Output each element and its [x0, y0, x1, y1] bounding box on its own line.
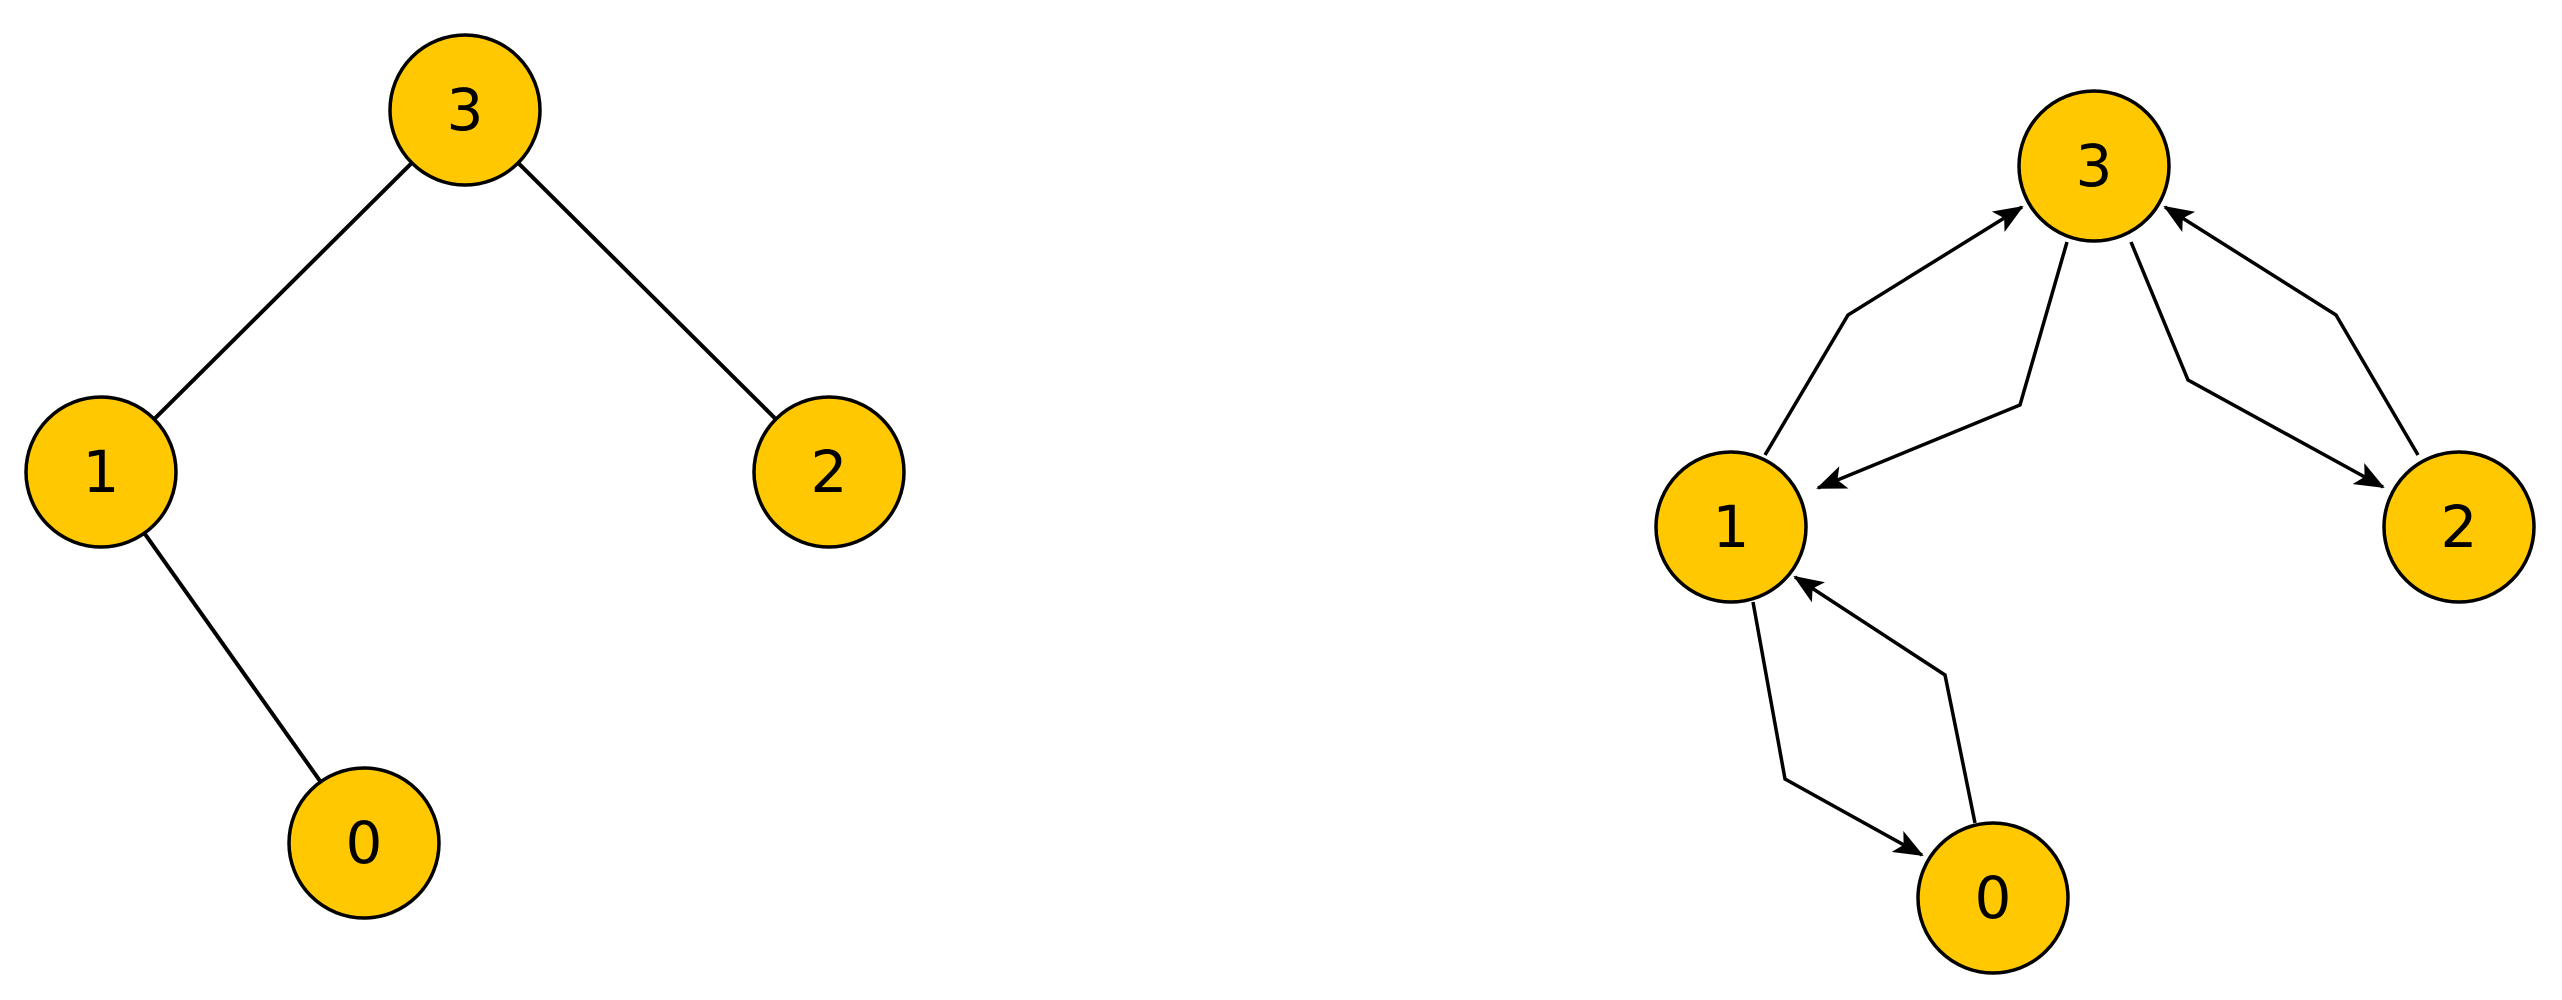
right-node-0: 0: [1916, 821, 2070, 975]
right-edge-1-0: [1751, 601, 1924, 857]
left-node-2-label: 2: [811, 438, 848, 506]
right-edge-0-1: [1793, 575, 1977, 824]
left-node-0-circle: [287, 766, 441, 920]
left-node-1: 1: [24, 395, 178, 549]
right-node-2-label: 2: [2441, 493, 2478, 561]
left-node-1-label: 1: [83, 438, 120, 506]
left-node-3-label: 3: [447, 76, 484, 144]
right-graph: 3 1 2 0: [1654, 89, 2536, 975]
right-node-0-circle: [1916, 821, 2070, 975]
right-node-1-label: 1: [1713, 493, 1750, 561]
right-edge-3-2: [2129, 241, 2385, 489]
left-node-2: 2: [752, 395, 906, 549]
right-node-3-label: 3: [2076, 132, 2113, 200]
right-edge-1-3: [1763, 205, 2024, 456]
left-node-3: 3: [388, 33, 542, 187]
right-node-2: 2: [2382, 450, 2536, 604]
right-node-1: 1: [1654, 450, 1808, 604]
right-node-2-circle: [2382, 450, 2536, 604]
left-node-1-circle: [24, 395, 178, 549]
left-node-2-circle: [752, 395, 906, 549]
left-edge-3-1: [99, 108, 467, 474]
left-tree: 3 1 2 0: [24, 33, 906, 920]
left-node-0: 0: [287, 766, 441, 920]
right-node-0-label: 0: [1975, 864, 2012, 932]
right-graph-edges: [1751, 205, 2420, 857]
right-edge-3-1: [1816, 241, 2069, 490]
right-edge-2-3: [2163, 205, 2420, 456]
left-edge-3-2: [463, 108, 831, 474]
left-node-0-label: 0: [346, 809, 383, 877]
right-node-1-circle: [1654, 450, 1808, 604]
right-node-3: 3: [2017, 89, 2171, 243]
left-node-3-circle: [388, 33, 542, 187]
left-tree-edges: [99, 108, 831, 845]
right-node-3-circle: [2017, 89, 2171, 243]
